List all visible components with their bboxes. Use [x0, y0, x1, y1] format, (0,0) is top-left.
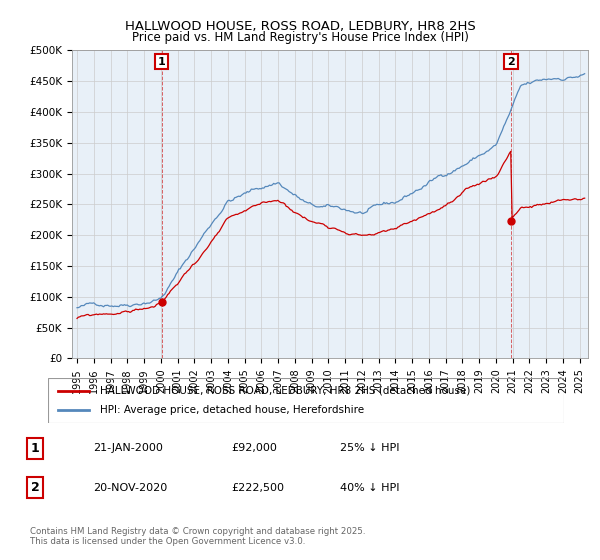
Text: 21-JAN-2000: 21-JAN-2000: [92, 444, 163, 454]
Text: 2: 2: [507, 57, 515, 67]
Text: £222,500: £222,500: [231, 483, 284, 493]
Text: Price paid vs. HM Land Registry's House Price Index (HPI): Price paid vs. HM Land Registry's House …: [131, 31, 469, 44]
Text: 20-NOV-2020: 20-NOV-2020: [92, 483, 167, 493]
Text: 25% ↓ HPI: 25% ↓ HPI: [340, 444, 400, 454]
Text: 1: 1: [158, 57, 166, 67]
Text: 1: 1: [31, 442, 40, 455]
Text: £92,000: £92,000: [231, 444, 277, 454]
Text: HALLWOOD HOUSE, ROSS ROAD, LEDBURY, HR8 2HS (detached house): HALLWOOD HOUSE, ROSS ROAD, LEDBURY, HR8 …: [100, 385, 470, 395]
Text: 40% ↓ HPI: 40% ↓ HPI: [340, 483, 400, 493]
Text: Contains HM Land Registry data © Crown copyright and database right 2025.
This d: Contains HM Land Registry data © Crown c…: [30, 526, 365, 546]
Text: HPI: Average price, detached house, Herefordshire: HPI: Average price, detached house, Here…: [100, 405, 364, 416]
Text: 2: 2: [31, 481, 40, 494]
Text: HALLWOOD HOUSE, ROSS ROAD, LEDBURY, HR8 2HS: HALLWOOD HOUSE, ROSS ROAD, LEDBURY, HR8 …: [125, 20, 475, 32]
